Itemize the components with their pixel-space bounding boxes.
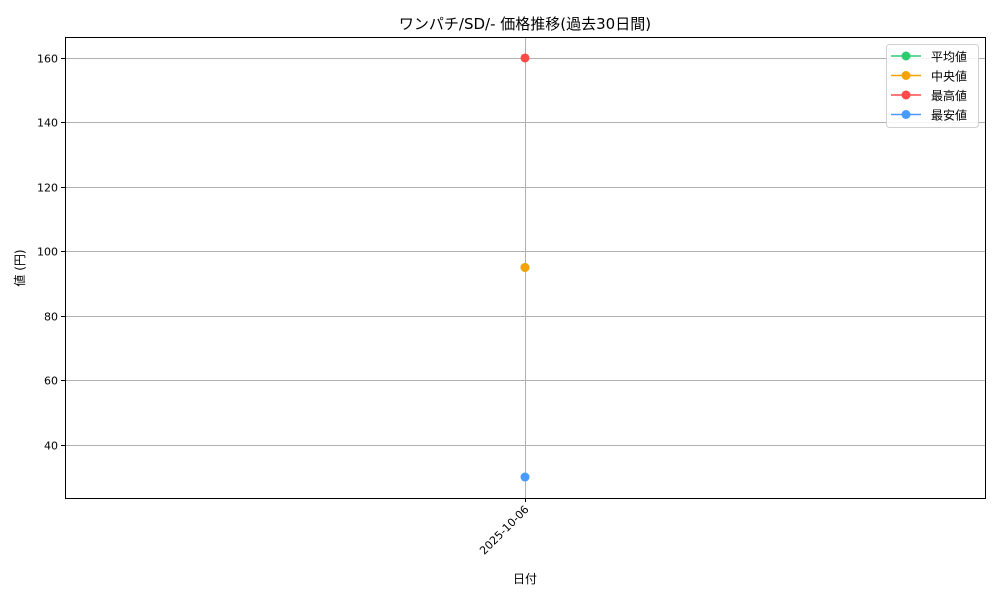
legend-label: 中央値 bbox=[931, 69, 967, 84]
legend-label: 最安値 bbox=[931, 108, 967, 123]
y-tick-label: 100 bbox=[37, 246, 58, 259]
y-tick-label: 80 bbox=[44, 311, 58, 324]
data-point bbox=[520, 53, 530, 63]
legend-marker bbox=[901, 51, 911, 61]
data-point bbox=[520, 263, 530, 272]
y-tick-label: 40 bbox=[44, 440, 58, 453]
y-axis-label: 値 (円) bbox=[12, 249, 27, 286]
x-axis-label: 日付 bbox=[513, 572, 537, 586]
y-tick-label: 140 bbox=[37, 117, 58, 130]
x-tick-label: 2025-10-06 bbox=[477, 503, 531, 557]
legend-label: 平均値 bbox=[931, 49, 967, 64]
y-tick-label: 120 bbox=[37, 182, 58, 195]
legend-marker bbox=[901, 90, 911, 100]
y-tick-label: 60 bbox=[44, 375, 58, 388]
y-tick-label: 160 bbox=[37, 53, 58, 66]
data-point bbox=[520, 472, 530, 482]
chart-title: ワンパチ/SD/- 価格推移(過去30日間) bbox=[399, 15, 651, 33]
legend-marker bbox=[901, 110, 911, 119]
legend-marker bbox=[901, 71, 911, 80]
legend-label: 最高値 bbox=[931, 88, 967, 103]
legend-box bbox=[886, 44, 979, 128]
